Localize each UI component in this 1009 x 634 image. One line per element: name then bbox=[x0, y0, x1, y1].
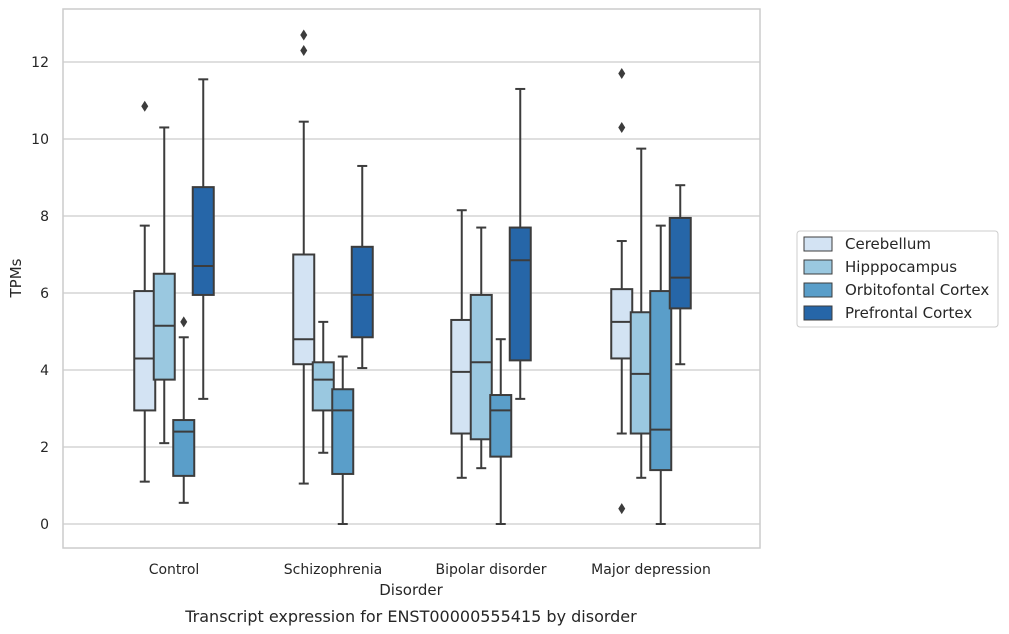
box-cerebellum bbox=[133, 100, 157, 483]
y-axis-ticks: 0 2 4 6 8 10 12 bbox=[31, 55, 49, 533]
box-hipppocampus bbox=[629, 147, 653, 479]
x-axis-ticks: Control Schizophrenia Bipolar disorder Majo… bbox=[149, 562, 711, 578]
legend-label: Cerebellum bbox=[845, 235, 931, 253]
legend-label: Prefrontal Cortex bbox=[845, 304, 972, 322]
box-orbitofontal-cortex bbox=[172, 316, 196, 504]
box-hipppocampus bbox=[311, 320, 335, 454]
box-iqr bbox=[469, 293, 493, 441]
box-iqr bbox=[172, 419, 196, 477]
chart-caption: Transcript expression for ENST0000055541… bbox=[184, 607, 637, 626]
legend-swatch bbox=[803, 282, 833, 298]
box-iqr bbox=[331, 388, 355, 475]
y-tick-label: 2 bbox=[40, 440, 49, 456]
box-iqr bbox=[191, 186, 215, 296]
x-tick-label: Schizophrenia bbox=[284, 562, 382, 578]
box-cerebellum bbox=[610, 68, 634, 515]
box-prefrontal-cortex bbox=[350, 164, 374, 370]
legend-frame bbox=[796, 230, 999, 328]
box-iqr bbox=[133, 290, 157, 412]
box-iqr bbox=[489, 394, 513, 458]
box-iqr bbox=[450, 318, 474, 435]
x-tick-label: Major depression bbox=[591, 562, 711, 578]
y-tick-label: 6 bbox=[40, 286, 49, 302]
x-axis-title: Disorder bbox=[379, 581, 443, 599]
outlier-point bbox=[618, 121, 626, 133]
box-cerebellum bbox=[450, 209, 474, 479]
box-orbitofontal-cortex bbox=[649, 224, 673, 525]
legend-swatch bbox=[803, 236, 833, 252]
x-tick-label: Bipolar disorder bbox=[435, 562, 546, 578]
outlier-point bbox=[180, 316, 188, 328]
box-prefrontal-cortex bbox=[508, 87, 532, 400]
outlier-point bbox=[300, 44, 308, 56]
box-iqr bbox=[610, 288, 634, 360]
y-tick-label: 0 bbox=[40, 517, 49, 533]
legend-swatch bbox=[803, 305, 833, 321]
outlier-point bbox=[618, 68, 626, 80]
outlier-point bbox=[300, 29, 308, 41]
box-hipppocampus bbox=[152, 126, 176, 445]
legend-swatch bbox=[803, 259, 833, 275]
box-iqr bbox=[292, 253, 316, 366]
legend-label: Hipppocampus bbox=[845, 258, 957, 276]
y-tick-label: 10 bbox=[31, 132, 49, 148]
box-iqr bbox=[350, 245, 374, 339]
x-tick-label: Control bbox=[149, 562, 200, 578]
box-orbitofontal-cortex bbox=[331, 355, 355, 525]
outlier-point bbox=[141, 100, 149, 112]
box-prefrontal-cortex bbox=[668, 184, 692, 366]
box-cerebellum bbox=[292, 29, 316, 485]
legend: Cerebellum Hipppocampus Orbitofontal Corte… bbox=[796, 230, 999, 328]
box-iqr bbox=[668, 216, 692, 310]
box-orbitofontal-cortex bbox=[489, 338, 513, 525]
y-tick-label: 4 bbox=[40, 363, 49, 379]
plot-frame bbox=[62, 8, 761, 549]
y-axis-title: TPMs bbox=[7, 258, 25, 298]
box-hipppocampus bbox=[469, 226, 493, 470]
box-prefrontal-cortex bbox=[191, 78, 215, 400]
outlier-point bbox=[618, 503, 626, 515]
box-groups bbox=[133, 29, 692, 525]
legend-label: Orbitofontal Cortex bbox=[845, 281, 989, 299]
box-iqr bbox=[649, 290, 673, 472]
box-iqr bbox=[311, 361, 335, 412]
y-tick-label: 12 bbox=[31, 55, 49, 71]
box-iqr bbox=[508, 226, 532, 362]
y-tick-label: 8 bbox=[40, 209, 49, 225]
